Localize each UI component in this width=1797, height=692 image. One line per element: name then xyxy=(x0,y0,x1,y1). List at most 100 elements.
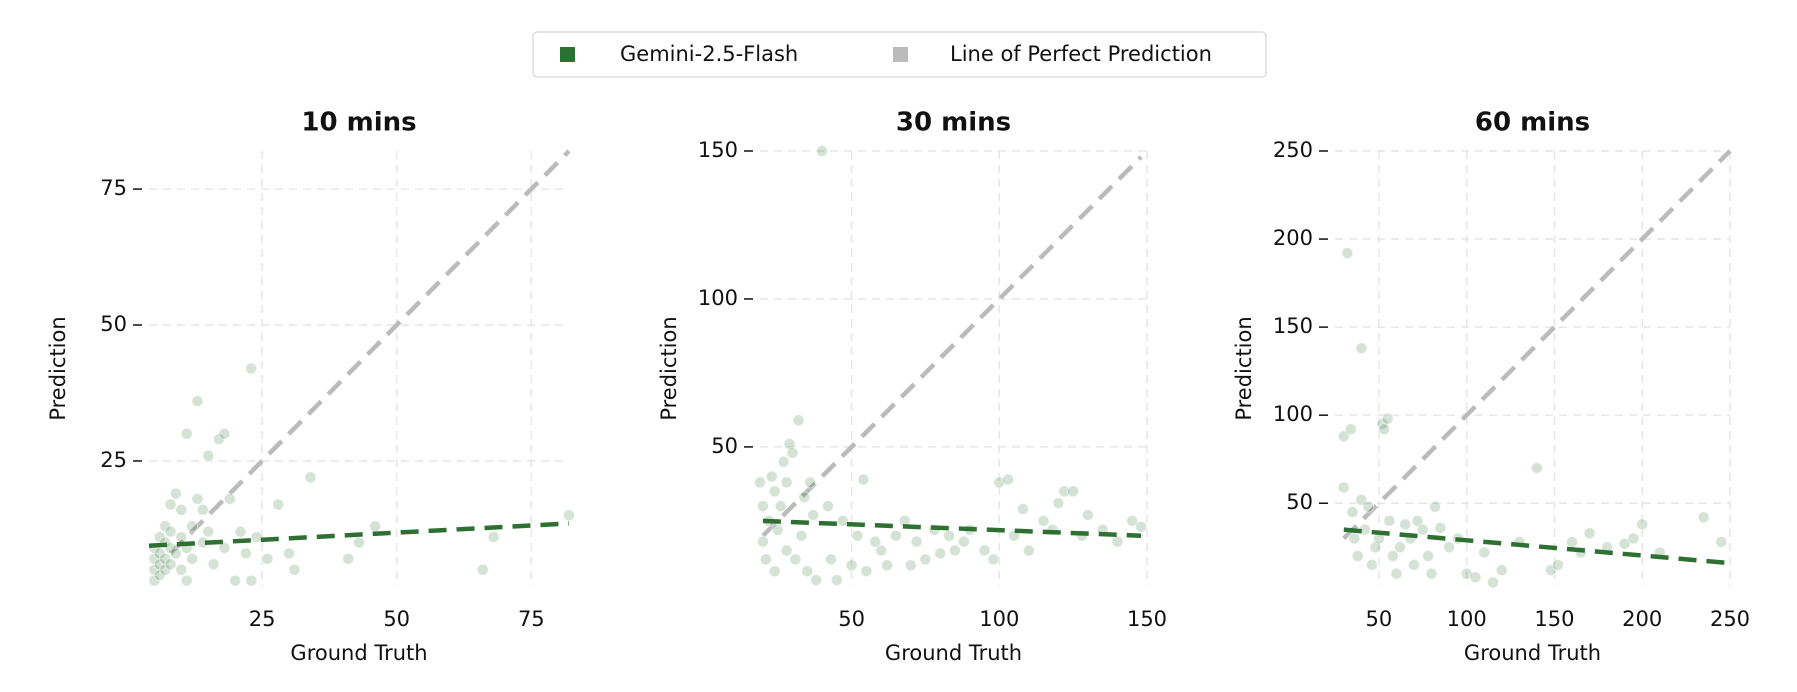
scatter-point xyxy=(1530,462,1543,475)
scatter-point xyxy=(1369,541,1382,554)
scatter-point xyxy=(1566,535,1578,548)
scatter-point xyxy=(1381,412,1394,425)
scatter-point xyxy=(229,574,242,587)
y-tick-label: 250 xyxy=(1273,138,1313,162)
scatter-point xyxy=(777,455,790,468)
scatter-point xyxy=(1052,497,1065,510)
scatter-point xyxy=(1460,567,1473,580)
scatter-point xyxy=(353,536,365,549)
scatter-point xyxy=(919,553,932,566)
scatter-point xyxy=(768,485,781,498)
scatter-point xyxy=(1002,473,1015,486)
y-tick-label: 50 xyxy=(100,312,127,336)
y-axis-label: Prediction xyxy=(1232,316,1256,420)
scatter-point xyxy=(768,565,781,578)
legend-marker xyxy=(893,47,908,62)
scatter-point xyxy=(1362,500,1375,513)
perfect-prediction-line xyxy=(761,155,1143,538)
scatter-point xyxy=(807,508,820,521)
scatter-point xyxy=(1627,532,1640,545)
scatter-point xyxy=(774,500,787,513)
x-axis-label: Ground Truth xyxy=(885,641,1022,665)
x-tick-label: 50 xyxy=(1366,607,1393,631)
x-tick-label: 150 xyxy=(1534,607,1574,631)
scatter-point xyxy=(180,427,193,440)
scatter-point xyxy=(830,574,843,587)
scatter-point xyxy=(910,535,923,548)
scatter-point xyxy=(756,500,769,513)
y-tick-label: 150 xyxy=(1273,314,1313,338)
scatter-point xyxy=(202,449,215,462)
scatter-point xyxy=(798,491,811,504)
scatter-point xyxy=(196,503,209,516)
scatter-point xyxy=(765,470,778,483)
scatter-point xyxy=(1386,550,1399,563)
scatter-point xyxy=(934,547,947,560)
scatter-point xyxy=(1408,558,1420,571)
scatter-point xyxy=(1495,564,1508,577)
scatter-point xyxy=(563,509,575,522)
y-tick-label: 25 xyxy=(100,448,127,472)
scatter-point xyxy=(1393,541,1406,554)
y-axis-label: Prediction xyxy=(46,316,70,420)
subplot: 60 mins Ground Truth Prediction 50 100 150 200… xyxy=(1232,108,1750,666)
scatter-point xyxy=(1425,567,1438,580)
scatter-point xyxy=(821,500,834,513)
scatter-point xyxy=(1636,518,1649,531)
scatter-point xyxy=(164,498,177,511)
y-axis-label: Prediction xyxy=(657,316,681,420)
scatter-point xyxy=(1337,430,1350,443)
scatter-point xyxy=(1067,485,1080,498)
scatter-point xyxy=(234,525,247,538)
scatter-point xyxy=(261,552,274,565)
scatter-point xyxy=(186,520,199,533)
legend-label: Line of Perfect Prediction xyxy=(950,42,1212,66)
scatter-point xyxy=(250,531,263,544)
scatter-point xyxy=(816,145,829,157)
x-tick-label: 100 xyxy=(979,607,1019,631)
scatter-point xyxy=(754,476,766,489)
scatter-point xyxy=(1355,493,1368,506)
scatter-point xyxy=(948,544,961,557)
scatter-point xyxy=(1390,567,1403,580)
scatter-point xyxy=(1715,535,1728,548)
scatter-point xyxy=(283,547,295,560)
scatter-point xyxy=(175,503,188,516)
scatter-point xyxy=(186,552,199,565)
y-tick-label: 50 xyxy=(1286,490,1313,514)
scatter-point xyxy=(288,563,301,576)
fit-line xyxy=(762,518,1142,538)
x-tick-label: 100 xyxy=(1447,607,1487,631)
y-tick-label: 200 xyxy=(1273,226,1313,250)
scatter-point xyxy=(987,553,1000,566)
scatter-point xyxy=(881,559,894,572)
subplot: 30 mins Ground Truth Prediction 50 100 150 50 1… xyxy=(657,108,1167,666)
scatter-point xyxy=(1351,550,1364,563)
scatter-point xyxy=(304,471,317,484)
legend: Gemini-2.5-Flash Line of Perfect Predicti… xyxy=(532,31,1267,78)
scatter-point xyxy=(1422,550,1435,563)
scatter-point xyxy=(804,476,817,489)
scatter-point xyxy=(245,574,258,587)
perfect-prediction-line xyxy=(168,149,571,555)
scatter-point xyxy=(780,476,793,489)
scatter-point xyxy=(272,498,285,511)
scatter-point xyxy=(1022,544,1035,557)
scatter-point xyxy=(239,547,252,560)
y-tick-label: 100 xyxy=(1273,402,1313,426)
scatter-point xyxy=(476,563,489,576)
scatter-point xyxy=(1378,423,1391,436)
scatter-point xyxy=(1341,247,1354,260)
scatter-point xyxy=(191,493,204,505)
scatter-point xyxy=(1016,503,1029,516)
scatter-point xyxy=(857,473,870,486)
scatter-point xyxy=(1348,532,1361,545)
x-tick-label: 200 xyxy=(1622,607,1662,631)
scatter-point xyxy=(218,541,231,554)
scatter-point xyxy=(180,574,193,587)
scatter-point xyxy=(889,529,902,542)
scatter-point xyxy=(780,544,793,557)
scatter-point xyxy=(1058,485,1071,498)
legend-label: Gemini-2.5-Flash xyxy=(620,42,798,66)
scatter-point xyxy=(756,535,769,548)
